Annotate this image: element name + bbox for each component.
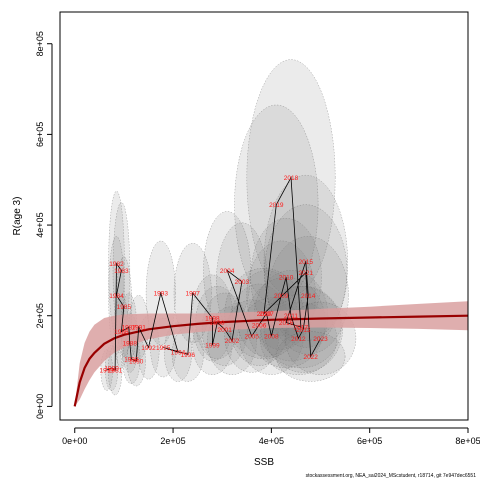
fit-band-group: [74, 301, 468, 407]
year-label-2012: 2012: [291, 336, 306, 343]
year-label-2008: 2008: [264, 334, 279, 341]
year-label-2013: 2013: [296, 327, 311, 334]
fit-line-group: [73, 314, 468, 407]
year-label-2014: 2014: [301, 293, 316, 300]
year-label-1997: 1997: [185, 291, 200, 298]
year-label-1979: 1979: [99, 368, 114, 375]
year-label-1982: 1982: [109, 261, 124, 268]
year-label-1985: 1985: [117, 304, 132, 311]
y-axis-label: R(age 3): [12, 197, 23, 236]
year-label-1991: 1991: [131, 325, 146, 332]
year-label-1988: 1988: [123, 340, 138, 347]
y-tick-label-4: 8e+05: [35, 31, 45, 56]
year-label-2010: 2010: [279, 275, 294, 282]
year-label-1980: 1980: [104, 365, 119, 372]
year-label-1983: 1983: [114, 268, 129, 275]
year-label-2021: 2021: [299, 270, 314, 277]
year-label-1986: 1986: [114, 329, 129, 336]
year-label-2006: 2006: [252, 322, 267, 329]
year-label-1984: 1984: [109, 293, 124, 300]
x-axis: 0e+00 2e+05 4e+05 6e+05 8e+05: [62, 427, 480, 446]
y-tick-label-1: 2e+05: [35, 303, 45, 328]
trajectory-group: [106, 176, 321, 371]
year-label-1987: 1987: [122, 325, 137, 332]
x-tick-label-2: 4e+05: [259, 436, 284, 446]
year-label-1990: 1990: [129, 359, 144, 366]
year-label-2000: 2000: [210, 320, 225, 327]
x-tick-label-4: 8e+05: [455, 436, 480, 446]
y-axis: 0e+00 2e+05 4e+05 6e+05 8e+05: [35, 31, 53, 419]
x-tick-label-3: 6e+05: [357, 436, 382, 446]
year-label-1989: 1989: [124, 356, 139, 363]
plot-frame: [59, 11, 469, 421]
x-tick-label-1: 2e+05: [160, 436, 185, 446]
year-label-2003: 2003: [235, 279, 250, 286]
year-label-1996: 1996: [181, 352, 196, 359]
year-label-2007: 2007: [259, 311, 274, 318]
y-tick-label-3: 6e+05: [35, 122, 45, 147]
year-label-2016: 2016: [279, 320, 294, 327]
year-label-1998: 1998: [205, 316, 220, 323]
year-label-2015: 2015: [299, 259, 314, 266]
x-axis-label: SSB: [254, 457, 274, 468]
y-tick-label-0: 0e+00: [35, 394, 45, 419]
fit-confidence-band: [74, 301, 468, 407]
year-label-2020: 2020: [257, 311, 272, 318]
year-label-2018: 2018: [284, 175, 299, 182]
year-label-1992: 1992: [141, 345, 156, 352]
year-label-2001: 2001: [217, 327, 232, 334]
year-label-2004: 2004: [220, 268, 235, 275]
footer-note: stockassessment.org, NEA_sai2024_MScstud…: [306, 473, 477, 479]
year-labels-group: 1979198019811982198319841985198619871988…: [99, 175, 328, 375]
year-label-1994: 1994: [171, 350, 186, 357]
year-label-2005: 2005: [244, 334, 259, 341]
trajectory-line: [106, 176, 321, 371]
year-label-1981: 1981: [108, 368, 123, 375]
x-tick-label-0: 0e+00: [62, 436, 87, 446]
year-label-2009: 2009: [274, 293, 289, 300]
year-label-2002: 2002: [225, 338, 240, 345]
year-label-2011: 2011: [284, 313, 298, 320]
year-label-2017: 2017: [294, 325, 309, 332]
year-label-2019: 2019: [269, 202, 284, 209]
year-label-2023: 2023: [313, 336, 328, 343]
fit-line: [73, 314, 468, 407]
year-label-1999: 1999: [205, 343, 220, 350]
year-label-1993: 1993: [154, 291, 169, 298]
year-label-1995: 1995: [156, 345, 171, 352]
y-tick-label-2: 4e+05: [35, 212, 45, 237]
year-label-2022: 2022: [303, 354, 318, 361]
